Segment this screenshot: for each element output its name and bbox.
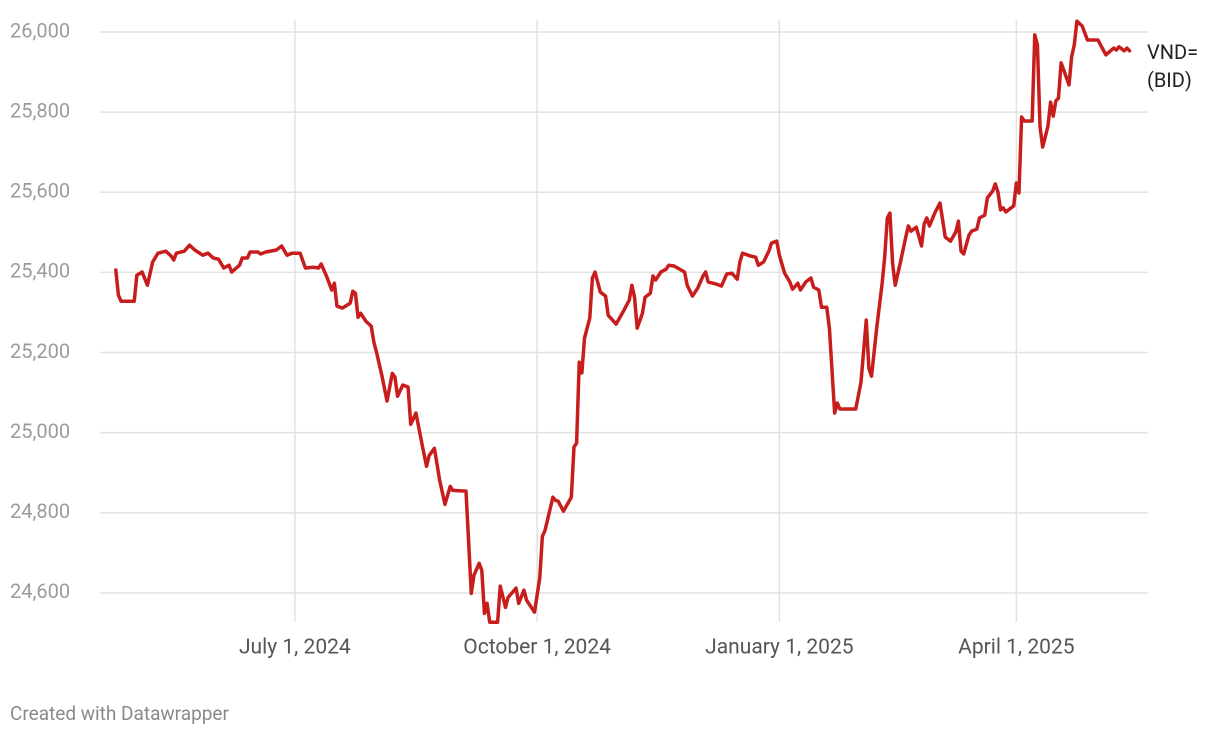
- y-tick-label: 24,600: [10, 579, 70, 603]
- y-tick-label: 25,600: [10, 179, 70, 203]
- credit: Created with Datawrapper: [10, 702, 229, 725]
- x-tick-label: July 1, 2024: [239, 636, 351, 660]
- y-tick-label: 24,800: [10, 499, 70, 523]
- y-tick-label: 25,400: [10, 259, 70, 283]
- x-tick-label: April 1, 2025: [958, 636, 1074, 660]
- x-tick-label: October 1, 2024: [463, 636, 611, 660]
- y-tick-label: 25,200: [10, 339, 70, 363]
- line: [114, 19, 1132, 624]
- y-tick-label: 25,800: [10, 98, 70, 122]
- y-tick-label: 26,000: [10, 18, 70, 42]
- x-tick-label: January 1, 2025: [705, 636, 853, 660]
- series-label: VND= (BID): [1147, 40, 1199, 92]
- y-tick-label: 25,000: [10, 419, 70, 443]
